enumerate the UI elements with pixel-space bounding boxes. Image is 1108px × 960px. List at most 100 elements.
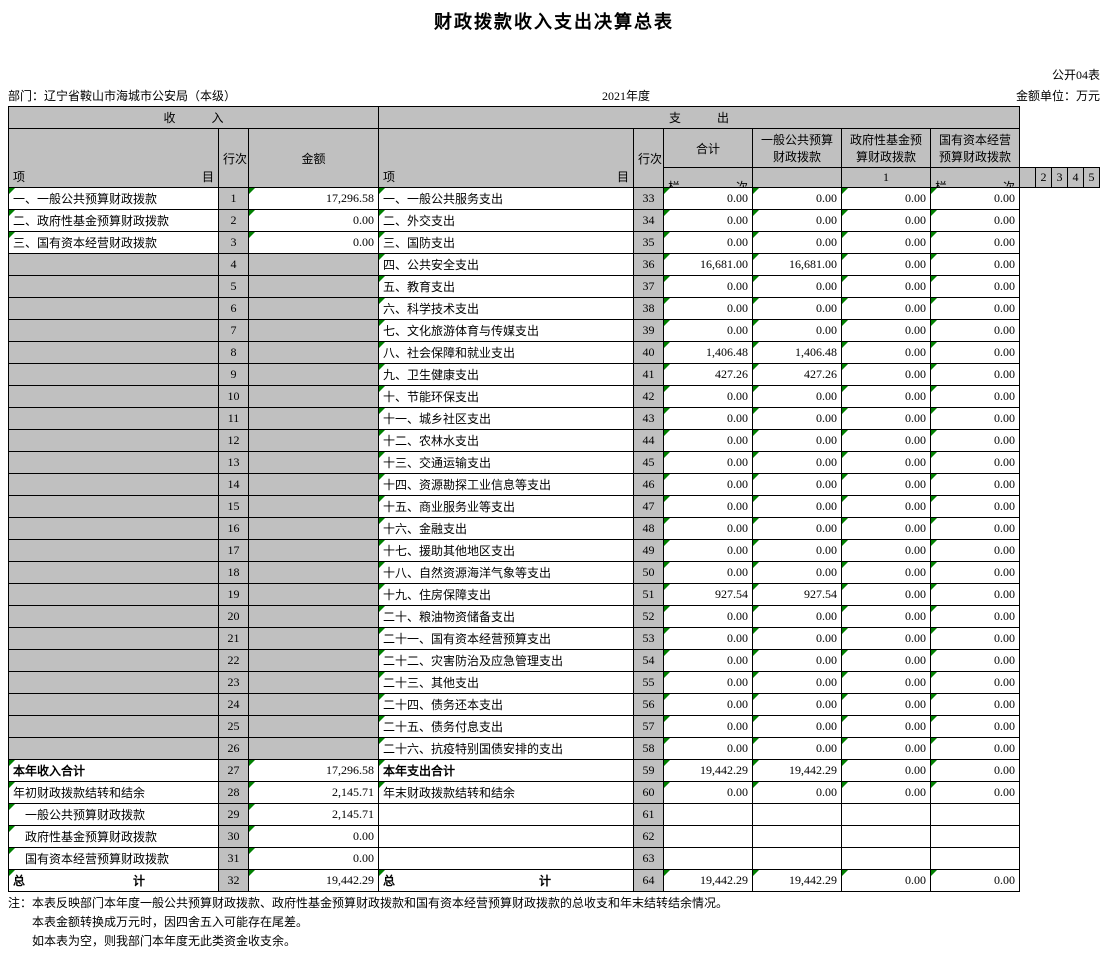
value-cell: 0.00 (931, 342, 1020, 364)
expense-item-cell: 七、文化旅游体育与传媒支出 (379, 320, 634, 342)
value-cell: 0.00 (753, 606, 842, 628)
expense-rownum-cell: 33 (634, 188, 664, 210)
value-cell: 0.00 (931, 276, 1020, 298)
value-cell: 0.00 (931, 694, 1020, 716)
grand-total-cell: 0.00 (842, 870, 931, 892)
value-cell: 0.00 (664, 430, 753, 452)
value-cell: 0.00 (753, 320, 842, 342)
value-cell: 0.00 (842, 650, 931, 672)
income-item-cell (9, 408, 219, 430)
income-item-cell (9, 320, 219, 342)
expense-item-cell: 九、卫生健康支出 (379, 364, 634, 386)
grand-total-cell: 0.00 (931, 870, 1020, 892)
colnum-1: 1 (842, 168, 931, 188)
income-item-cell (9, 628, 219, 650)
income-amount-cell (249, 716, 379, 738)
hdr-income: 收 入 (9, 107, 379, 129)
hdr-total: 合计 (664, 129, 753, 168)
income-item-cell (9, 364, 219, 386)
income-amount-cell (249, 650, 379, 672)
expense-rownum-cell: 56 (634, 694, 664, 716)
value-cell: 0.00 (842, 540, 931, 562)
expense-item-cell: 二、外交支出 (379, 210, 634, 232)
income-amount-cell (249, 584, 379, 606)
value-cell: 0.00 (931, 254, 1020, 276)
expense-item-cell: 三、国防支出 (379, 232, 634, 254)
income-item-cell (9, 254, 219, 276)
expense-item-cell: 二十六、抗疫特别国债安排的支出 (379, 738, 634, 760)
value-cell: 0.00 (931, 298, 1020, 320)
value-cell: 0.00 (664, 474, 753, 496)
income-amount-cell (249, 298, 379, 320)
income-amount-cell: 2,145.71 (249, 804, 379, 826)
expense-rownum-cell: 50 (634, 562, 664, 584)
value-cell: 0.00 (931, 386, 1020, 408)
value-cell: 927.54 (753, 584, 842, 606)
expense-item-cell: 二十五、债务付息支出 (379, 716, 634, 738)
income-amount-cell (249, 386, 379, 408)
income-rownum-cell: 30 (219, 826, 249, 848)
grand-total-cell: 32 (219, 870, 249, 892)
value-cell: 0.00 (664, 540, 753, 562)
income-rownum-cell: 10 (219, 386, 249, 408)
note-line: 本表金额转换成万元时，因四舍五入可能存在尾差。 (8, 913, 1100, 932)
income-amount-cell (249, 518, 379, 540)
income-rownum-cell: 21 (219, 628, 249, 650)
income-item-cell (9, 650, 219, 672)
expense-item-cell: 十六、金融支出 (379, 518, 634, 540)
expense-rownum-cell: 52 (634, 606, 664, 628)
income-rownum-cell: 17 (219, 540, 249, 562)
main-table: 收 入 支 出 项 目 行次 金额 项 目 行次 合计 一般公共预算财政拨款 政… (8, 106, 1100, 892)
value-cell: 0.00 (931, 210, 1020, 232)
income-item-cell (9, 518, 219, 540)
value-cell: 0.00 (664, 298, 753, 320)
note-line: 注：本表反映部门本年度一般公共预算财政拨款、政府性基金预算财政拨款和国有资本经营… (8, 894, 1100, 913)
income-amount-cell (249, 672, 379, 694)
income-item-cell (9, 474, 219, 496)
income-rownum-cell: 28 (219, 782, 249, 804)
value-cell: 0.00 (842, 430, 931, 452)
expense-rownum-cell: 55 (634, 672, 664, 694)
value-cell: 0.00 (664, 694, 753, 716)
value-cell: 0.00 (931, 606, 1020, 628)
income-item-cell (9, 672, 219, 694)
hdr-item-in: 项 目 (9, 129, 219, 188)
income-rownum-cell: 24 (219, 694, 249, 716)
value-cell: 0.00 (664, 518, 753, 540)
value-cell: 0.00 (753, 672, 842, 694)
income-amount-cell (249, 562, 379, 584)
value-cell: 0.00 (842, 782, 931, 804)
expense-rownum-cell: 47 (634, 496, 664, 518)
value-cell: 0.00 (842, 738, 931, 760)
income-rownum-cell: 16 (219, 518, 249, 540)
value-cell: 0.00 (931, 540, 1020, 562)
expense-item-cell (379, 826, 634, 848)
income-rownum-cell: 3 (219, 232, 249, 254)
expense-rownum-cell: 42 (634, 386, 664, 408)
value-cell: 0.00 (931, 650, 1020, 672)
expense-item-cell: 十、节能环保支出 (379, 386, 634, 408)
income-rownum-cell: 6 (219, 298, 249, 320)
value-cell: 0.00 (842, 386, 931, 408)
income-amount-cell (249, 540, 379, 562)
value-cell: 0.00 (842, 760, 931, 782)
value-cell: 0.00 (842, 694, 931, 716)
value-cell: 0.00 (842, 628, 931, 650)
value-cell: 0.00 (931, 496, 1020, 518)
value-cell (931, 804, 1020, 826)
expense-rownum-cell: 35 (634, 232, 664, 254)
value-cell: 0.00 (664, 188, 753, 210)
value-cell: 0.00 (842, 276, 931, 298)
hdr-rownum-in: 行次 (219, 129, 249, 188)
income-rownum-cell: 15 (219, 496, 249, 518)
expense-rownum-cell: 62 (634, 826, 664, 848)
value-cell: 0.00 (664, 716, 753, 738)
income-amount-cell (249, 342, 379, 364)
income-rownum-cell: 23 (219, 672, 249, 694)
expense-rownum-cell: 34 (634, 210, 664, 232)
income-item-cell (9, 386, 219, 408)
income-item-cell (9, 694, 219, 716)
value-cell: 0.00 (664, 276, 753, 298)
expense-rownum-cell: 41 (634, 364, 664, 386)
colnum-2: 2 (1036, 168, 1052, 188)
